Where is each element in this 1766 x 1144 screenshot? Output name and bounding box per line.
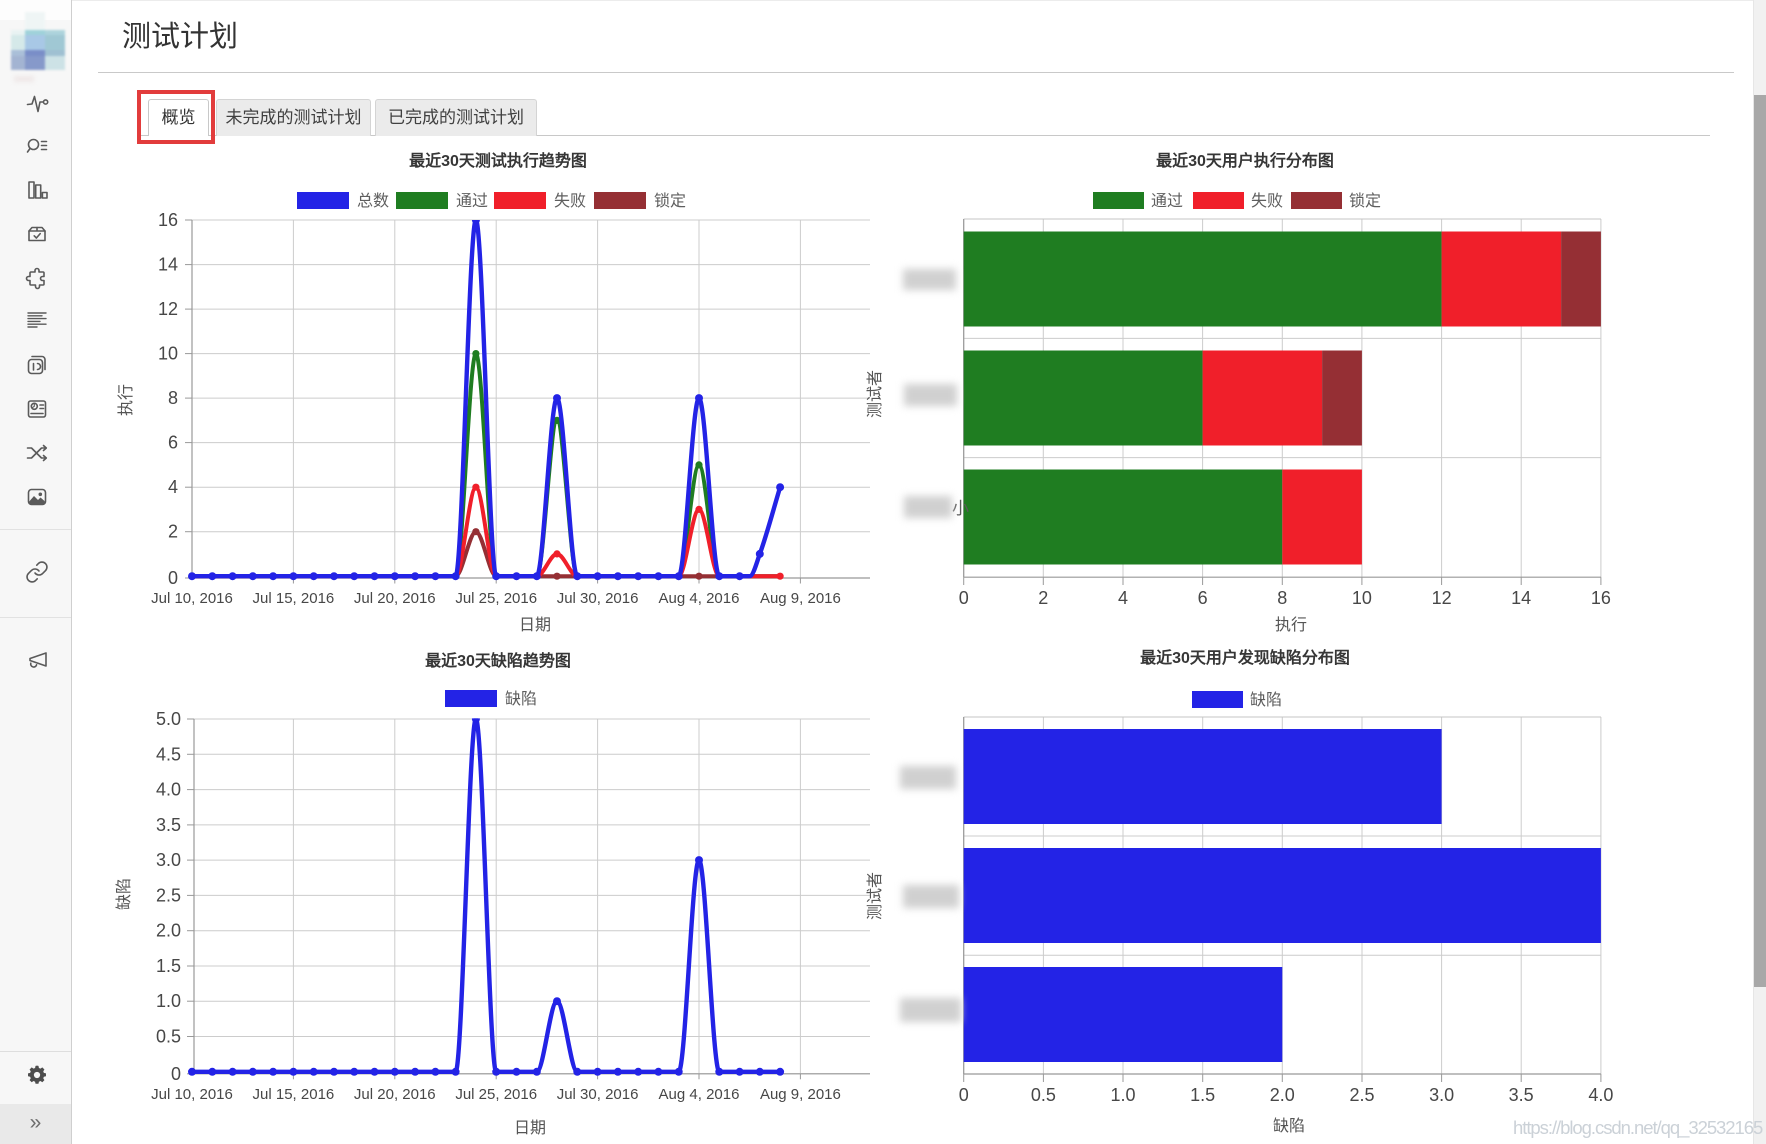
svg-text:2.5: 2.5 (156, 885, 181, 905)
svg-text:4.0: 4.0 (1588, 1085, 1613, 1105)
svg-text:总数: 总数 (357, 192, 389, 210)
svg-text:缺陷: 缺陷 (1250, 691, 1282, 709)
svg-text:小: 小 (952, 499, 969, 518)
svg-text:Aug 9, 2016: Aug 9, 2016 (760, 1086, 841, 1103)
svg-text:Jul 20, 2016: Jul 20, 2016 (354, 1086, 436, 1103)
svg-text:0.5: 0.5 (1031, 1085, 1056, 1105)
svg-text:通过: 通过 (456, 192, 488, 210)
svg-text:0: 0 (168, 568, 178, 588)
svg-text:1.5: 1.5 (1190, 1085, 1215, 1105)
svg-text:Jul 15, 2016: Jul 15, 2016 (253, 590, 335, 607)
svg-text:Jul 30, 2016: Jul 30, 2016 (557, 1086, 639, 1103)
svg-text:测试者: 测试者 (866, 370, 884, 418)
svg-text:0: 0 (959, 1085, 969, 1105)
svg-text:14: 14 (1511, 588, 1531, 608)
svg-text:8: 8 (168, 388, 178, 408)
svg-text:日期: 日期 (519, 616, 551, 634)
svg-text:8: 8 (1277, 588, 1287, 608)
svg-text:10: 10 (1352, 588, 1372, 608)
svg-text:测试者: 测试者 (866, 872, 884, 920)
svg-text:6: 6 (1198, 588, 1208, 608)
svg-text:2: 2 (1038, 588, 1048, 608)
svg-text:16: 16 (158, 210, 178, 230)
svg-text:Jul 10, 2016: Jul 10, 2016 (151, 590, 233, 607)
svg-text:4: 4 (1118, 588, 1128, 608)
svg-text:失败: 失败 (554, 192, 586, 210)
svg-text:2: 2 (168, 522, 178, 542)
svg-text:12: 12 (1432, 588, 1452, 608)
svg-text:Jul 30, 2016: Jul 30, 2016 (557, 590, 639, 607)
svg-text:2.0: 2.0 (156, 921, 181, 941)
svg-text:1.0: 1.0 (1110, 1085, 1135, 1105)
svg-text:0: 0 (171, 1064, 181, 1084)
svg-text:Jul 20, 2016: Jul 20, 2016 (354, 590, 436, 607)
svg-text:通过: 通过 (1151, 192, 1183, 210)
svg-text:4: 4 (168, 477, 178, 497)
svg-text:执行: 执行 (1275, 616, 1307, 634)
svg-text:14: 14 (158, 255, 178, 275)
svg-text:Jul 25, 2016: Jul 25, 2016 (455, 590, 537, 607)
svg-text:日期: 日期 (514, 1119, 546, 1137)
svg-text:Aug 4, 2016: Aug 4, 2016 (659, 1086, 740, 1103)
svg-text:Aug 4, 2016: Aug 4, 2016 (659, 590, 740, 607)
svg-text:3.0: 3.0 (1429, 1085, 1454, 1105)
svg-text:Jul 25, 2016: Jul 25, 2016 (455, 1086, 537, 1103)
svg-text:4.5: 4.5 (156, 744, 181, 764)
svg-text:1.0: 1.0 (156, 991, 181, 1011)
svg-text:3.5: 3.5 (1509, 1085, 1534, 1105)
svg-text:2.5: 2.5 (1349, 1085, 1374, 1105)
svg-text:最近30天测试执行趋势图: 最近30天测试执行趋势图 (409, 151, 587, 170)
svg-text:6: 6 (168, 433, 178, 453)
svg-text:0.5: 0.5 (156, 1027, 181, 1047)
svg-text:10: 10 (158, 344, 178, 364)
svg-text:Jul 15, 2016: Jul 15, 2016 (253, 1086, 335, 1103)
svg-text:最近30天缺陷趋势图: 最近30天缺陷趋势图 (425, 651, 571, 670)
svg-text:缺陷: 缺陷 (115, 878, 133, 910)
svg-text:3.0: 3.0 (156, 850, 181, 870)
svg-text:4.0: 4.0 (156, 780, 181, 800)
svg-text:锁定: 锁定 (654, 192, 686, 210)
svg-text:5.0: 5.0 (156, 709, 181, 729)
svg-text:最近30天用户执行分布图: 最近30天用户执行分布图 (1156, 151, 1334, 170)
svg-text:3.5: 3.5 (156, 815, 181, 835)
svg-text:16: 16 (1591, 588, 1611, 608)
svg-text:Jul 10, 2016: Jul 10, 2016 (151, 1086, 233, 1103)
svg-text:失败: 失败 (1251, 192, 1283, 210)
svg-text:锁定: 锁定 (1349, 192, 1381, 210)
svg-text:缺陷: 缺陷 (505, 690, 537, 708)
svg-text:Aug 9, 2016: Aug 9, 2016 (760, 590, 841, 607)
svg-text:2.0: 2.0 (1270, 1085, 1295, 1105)
svg-text:最近30天用户发现缺陷分布图: 最近30天用户发现缺陷分布图 (1140, 648, 1350, 667)
svg-text:1.5: 1.5 (156, 956, 181, 976)
svg-text:0: 0 (959, 588, 969, 608)
svg-text:执行: 执行 (117, 384, 135, 416)
svg-text:缺陷: 缺陷 (1273, 1117, 1305, 1135)
svg-text:12: 12 (158, 299, 178, 319)
